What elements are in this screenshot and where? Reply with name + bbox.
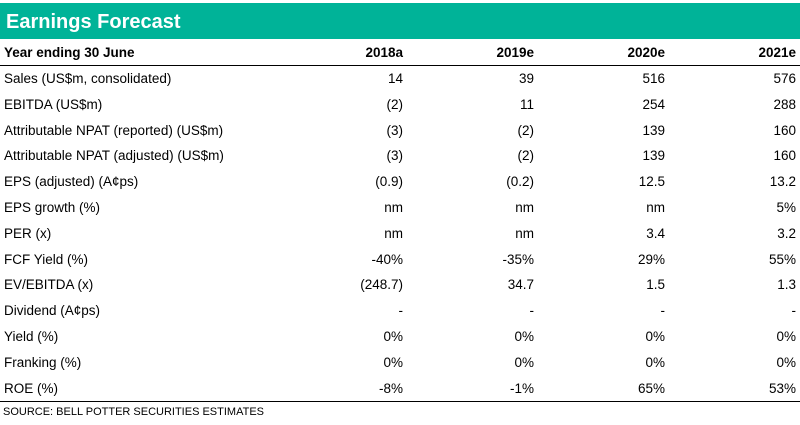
table-cell: 516 [642,71,665,86]
table-cell: (0.2) [506,174,534,190]
table-cell: 53% [669,375,800,403]
table-cell: (3) [386,148,404,164]
table-cell: 12.5 [638,174,665,190]
table-row: EV/EBITDA (x) (248.7) 34.7 1.5 1.3 [0,272,800,298]
earnings-forecast-table: Year ending 30 June 2018a 2019e 2020e 20… [0,40,800,403]
table-row: EPS growth (%) nm nm nm 5% [0,195,800,221]
row-label: Franking (%) [4,354,82,370]
table-cell: 39 [518,71,534,86]
table-cell: -1% [407,375,538,403]
row-label: EBITDA (US$m) [4,96,103,112]
table-row: Attributable NPAT (adjusted) (US$m) (3) (2… [0,143,800,169]
table-cell: 139 [642,122,665,138]
table-cell: 55% [768,251,796,267]
table-cell: -35% [502,251,534,267]
table-cell: -40% [371,251,403,267]
column-header: 2019e [407,40,538,66]
table-cell: -8% [276,375,407,403]
table-cell: - [529,303,535,319]
table-cell: 0% [514,328,534,344]
table-cell: 0% [645,354,665,370]
table-row: ROE (%) -8% -1% 65% 53% [0,375,800,403]
table-cell: 160 [773,122,796,138]
source-note: SOURCE: BELL POTTER SECURITIES ESTIMATES [3,406,264,418]
page-title: Earnings Forecast [6,11,181,33]
table-cell: nm [646,199,665,215]
table-cell: 0% [776,354,796,370]
table-cell: 65% [538,375,669,403]
table-cell: nm [384,225,403,241]
column-header: 2018a [276,40,407,66]
row-label: Sales (US$m, consolidated) [4,71,172,86]
row-label: Attributable NPAT (adjusted) (US$m) [4,148,224,164]
row-label: PER (x) [4,225,52,241]
table-cell: 5% [776,199,796,215]
table-row: Sales (US$m, consolidated) 14 39 516 576 [0,66,800,92]
table-cell: 1.5 [646,277,665,293]
table-cell: 0% [383,328,403,344]
table-row: FCF Yield (%) -40% -35% 29% 55% [0,247,800,273]
table-cell: 34.7 [507,277,534,293]
table-cell: 0% [383,354,403,370]
table-row: EBITDA (US$m) (2) 11 254 288 [0,92,800,118]
row-label: FCF Yield (%) [4,251,89,267]
table-cell: - [398,303,404,319]
table-cell: 139 [642,148,665,164]
table-cell: 14 [387,71,403,86]
table-cell: (2) [517,148,535,164]
table-row: Yield (%) 0% 0% 0% 0% [0,324,800,350]
table-cell: nm [515,199,534,215]
row-label: Attributable NPAT (reported) (US$m) [4,122,224,138]
table-cell: 29% [637,251,665,267]
table-cell: 576 [773,71,796,86]
table-cell: (3) [386,122,404,138]
row-label: ROE (%) [0,375,276,403]
table-row: Franking (%) 0% 0% 0% 0% [0,350,800,376]
table-cell: nm [384,199,403,215]
row-label: Yield (%) [4,328,59,344]
column-header: 2020e [538,40,669,66]
column-header: Year ending 30 June [0,40,276,66]
table-cell: 288 [773,96,796,112]
table-row: EPS (adjusted) (A¢ps) (0.9) (0.2) 12.5 13.2 [0,169,800,195]
table-cell: 13.2 [769,174,796,190]
table-header-row: Year ending 30 June 2018a 2019e 2020e 20… [0,40,800,66]
table-cell: 3.4 [646,225,665,241]
table-cell: - [660,303,666,319]
table-row: Dividend (A¢ps) - - - - [0,298,800,324]
table-cell: 254 [642,96,665,112]
table-cell: 3.2 [777,225,796,241]
table-row: Attributable NPAT (reported) (US$m) (3) (2… [0,118,800,144]
table-cell: 0% [645,328,665,344]
table-cell: 160 [773,148,796,164]
row-label: EPS (adjusted) (A¢ps) [4,174,139,190]
table-cell: (2) [386,96,404,112]
table-cell: 11 [519,96,534,112]
table-cell: (248.7) [360,277,403,293]
row-label: Dividend (A¢ps) [4,303,101,319]
title-banner: Earnings Forecast [0,3,800,39]
table-cell: 1.3 [777,277,796,293]
table-cell: 0% [514,354,534,370]
table-cell: nm [515,225,534,241]
row-label: EV/EBITDA (x) [4,277,94,293]
table-row: PER (x) nm nm 3.4 3.2 [0,221,800,247]
row-label: EPS growth (%) [4,199,101,215]
table-cell: (2) [517,122,535,138]
table-cell: (0.9) [375,174,403,190]
table-cell: - [791,303,797,319]
column-header: 2021e [669,40,800,66]
table-cell: 0% [776,328,796,344]
